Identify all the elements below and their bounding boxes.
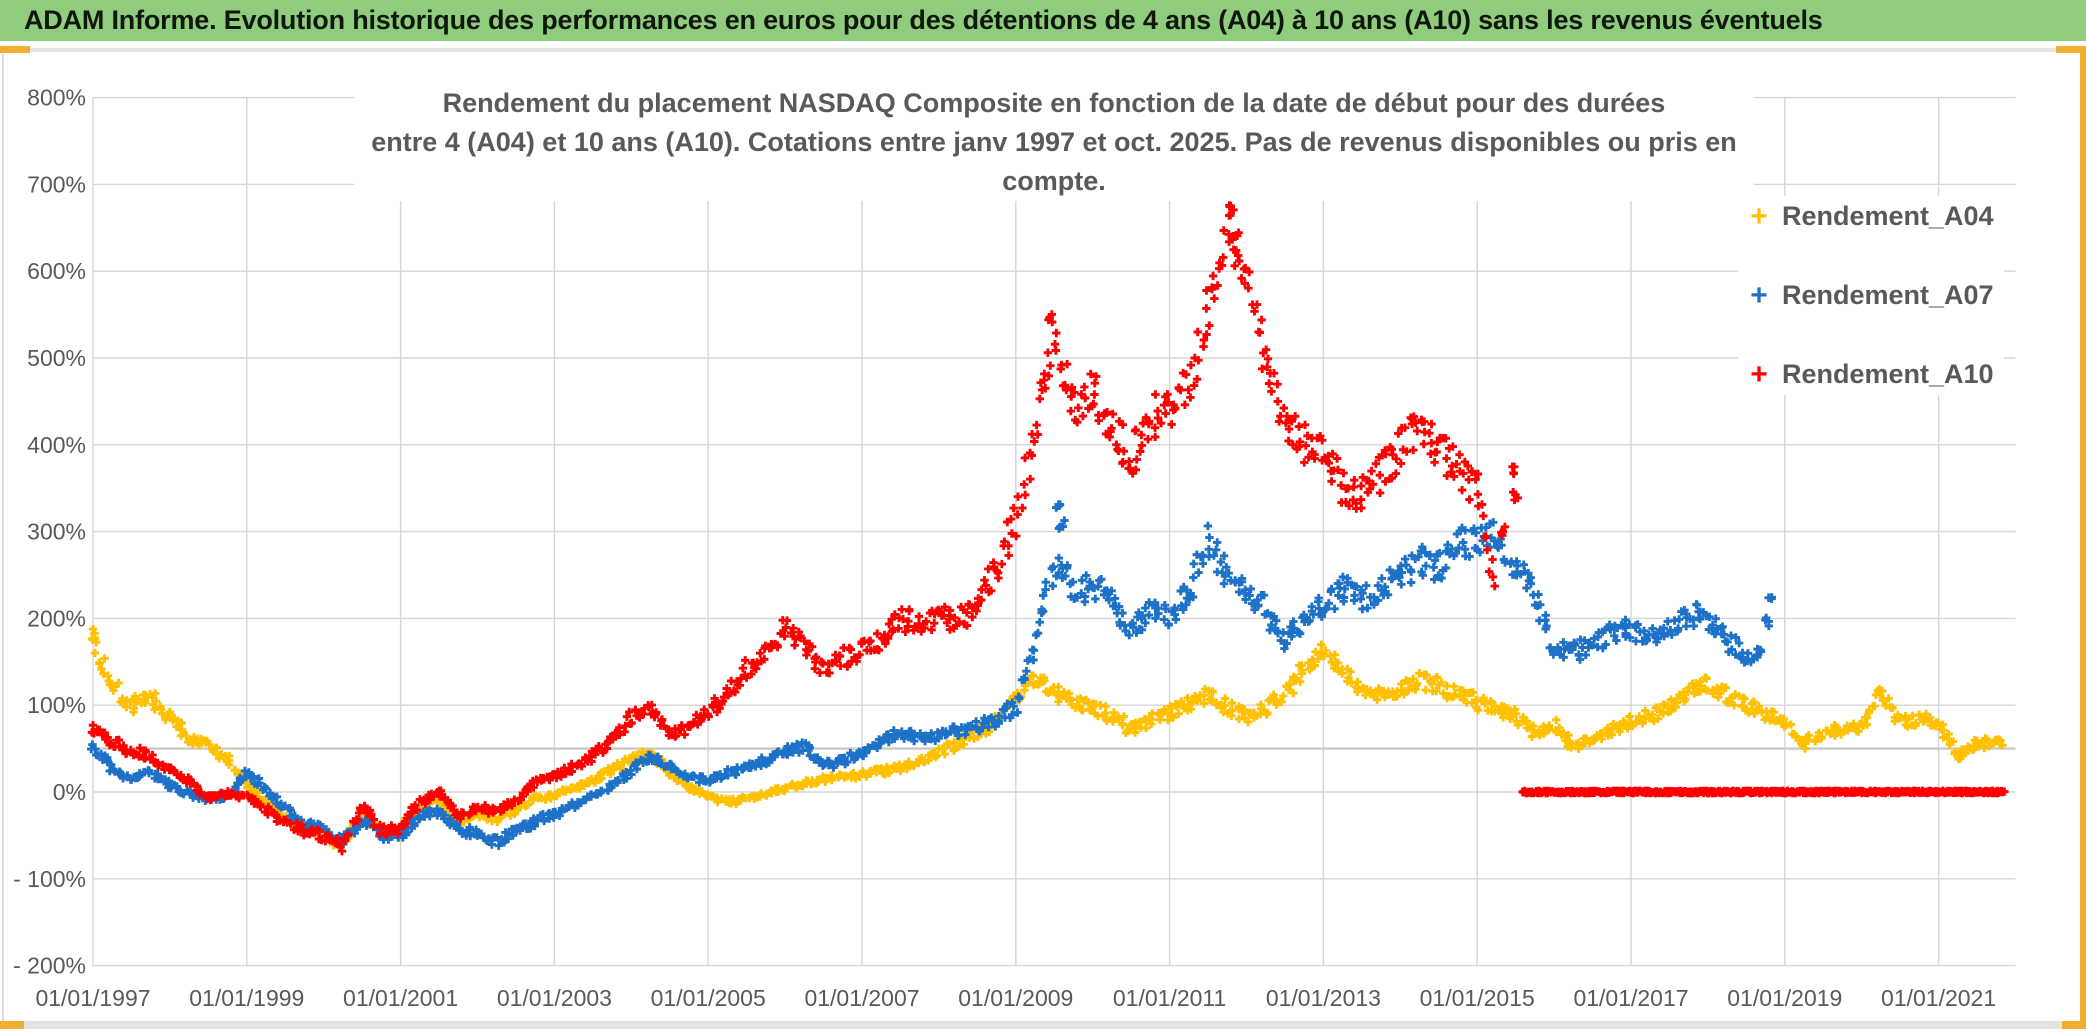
plus-marker-icon: + — [1750, 278, 1768, 312]
yellow-accent-bottom-right — [2062, 1021, 2086, 1029]
yellow-accent-bottom-left — [0, 1021, 24, 1029]
bottom-edge-strip — [0, 1021, 2086, 1029]
x-tick-label: 01/01/2021 — [1881, 985, 1996, 1011]
x-tick-label: 01/01/2013 — [1266, 985, 1381, 1011]
x-tick-label: 01/01/2003 — [497, 985, 612, 1011]
yellow-accent-top-right — [2056, 46, 2086, 53]
series-Rendement_A07 — [87, 500, 1776, 850]
x-tick-label: 01/01/2009 — [958, 985, 1073, 1011]
chart-title-line2: entre 4 (A04) et 10 ans (A10). Cotations… — [371, 127, 1737, 196]
legend-label: Rendement_A04 — [1782, 201, 1994, 231]
x-tick-label: 01/01/2015 — [1420, 985, 1535, 1011]
x-tick-label: 01/01/2019 — [1727, 985, 1842, 1011]
yellow-accent-right-edge — [2080, 46, 2086, 1029]
header-bottom-strip — [0, 45, 2086, 53]
y-tick-label: 0% — [53, 779, 86, 805]
legend-item-a07: + Rendement_A07 — [1744, 277, 1994, 314]
y-tick-label: 300% — [27, 519, 86, 545]
x-tick-label: 01/01/2001 — [343, 985, 458, 1011]
y-tick-label: - 200% — [13, 953, 86, 979]
left-edge-line — [2, 53, 4, 1021]
x-tick-label: 01/01/2017 — [1573, 985, 1688, 1011]
header-bottom-hairline — [0, 48, 2086, 52]
y-tick-label: 600% — [27, 258, 86, 284]
legend-item-a10: + Rendement_A10 — [1744, 356, 1994, 393]
legend-label: Rendement_A10 — [1782, 359, 1994, 389]
header-bar: ADAM Informe. Evolution historique des p… — [0, 0, 2086, 41]
chart-title: Rendement du placement NASDAQ Composite … — [354, 84, 1754, 201]
legend-item-a04: + Rendement_A04 — [1744, 198, 1994, 235]
x-tick-label: 01/01/2011 — [1113, 985, 1226, 1011]
chart-title-line1: Rendement du placement NASDAQ Composite … — [442, 88, 1666, 118]
series-Rendement_A10 — [87, 201, 2009, 856]
legend: + Rendement_A04 + Rendement_A07 + Rendem… — [1738, 196, 2004, 395]
legend-label: Rendement_A07 — [1782, 280, 1994, 310]
y-tick-label: 800% — [27, 85, 86, 111]
series-Rendement_A04 — [88, 624, 2007, 851]
x-tick-label: 01/01/1997 — [35, 985, 150, 1011]
header-title: ADAM Informe. Evolution historique des p… — [24, 5, 1823, 35]
y-tick-label: 700% — [27, 171, 86, 197]
yellow-accent-top-left — [0, 46, 30, 53]
plus-marker-icon: + — [1750, 199, 1768, 233]
y-tick-label: 100% — [27, 692, 86, 718]
x-tick-label: 01/01/2005 — [651, 985, 766, 1011]
y-tick-label: 200% — [27, 605, 86, 631]
y-tick-label: - 100% — [13, 866, 86, 892]
x-tick-label: 01/01/1999 — [189, 985, 304, 1011]
x-tick-label: 01/01/2007 — [804, 985, 919, 1011]
y-tick-label: 400% — [27, 432, 86, 458]
plus-marker-icon: + — [1750, 357, 1768, 391]
gridlines — [92, 96, 2016, 967]
y-tick-label: 500% — [27, 345, 86, 371]
